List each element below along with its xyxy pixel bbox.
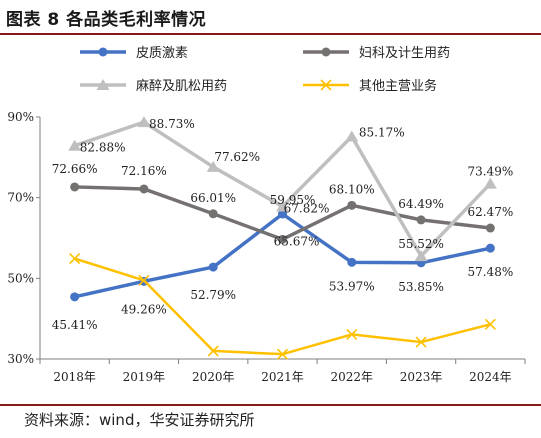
source-rule xyxy=(0,404,541,406)
data-label: 65.67% xyxy=(274,234,320,248)
data-label: 64.49% xyxy=(398,197,444,211)
data-point-3 xyxy=(276,200,289,212)
x-tick-label: 2024年 xyxy=(469,370,512,384)
data-point-3 xyxy=(206,160,220,172)
data-point-4 xyxy=(276,348,289,360)
legend-label: 皮质激素 xyxy=(136,46,188,61)
data-label: 73.49% xyxy=(467,165,513,179)
data-point-4 xyxy=(484,318,496,330)
legend-marker xyxy=(321,47,331,57)
data-label: 82.88% xyxy=(80,141,126,155)
legend-label: 其他主营业务 xyxy=(359,78,437,94)
data-point-3 xyxy=(483,177,497,189)
data-point-2 xyxy=(278,234,287,244)
gross-margin-line-chart: 30% 50% 70% 90% 2018年 2019年 2020年 2021年 2022年 202… xyxy=(7,45,526,384)
data-label: 59.95% xyxy=(270,193,316,207)
y-tick-label: 50% xyxy=(7,271,34,285)
data-label: 53.85% xyxy=(398,280,444,294)
data-point-3 xyxy=(68,139,82,151)
data-label: 66.01% xyxy=(190,191,236,205)
x-tick-label: 2019年 xyxy=(123,370,166,384)
data-label: 72.66% xyxy=(52,162,98,176)
data-label: 49.26% xyxy=(121,302,167,316)
data-point-3 xyxy=(414,250,428,262)
legend-marker xyxy=(96,79,110,90)
data-label: 62.47% xyxy=(467,205,513,219)
source-note: 资料来源：wind，华安证券研究所 xyxy=(24,411,255,429)
y-tick-label: 30% xyxy=(7,352,34,366)
data-point-4 xyxy=(207,345,219,357)
data-point-1 xyxy=(278,209,287,219)
data-point-2 xyxy=(208,209,218,219)
data-label: 72.16% xyxy=(121,164,167,178)
data-point-2 xyxy=(347,200,357,210)
data-label: 68.10% xyxy=(329,182,375,196)
x-tick-label: 2022年 xyxy=(331,370,374,384)
figure-title: 图表 8 各品类毛利率情况 xyxy=(6,10,207,30)
legend-marker xyxy=(320,79,332,91)
x-tick-label: 2018年 xyxy=(53,370,96,384)
data-point-4 xyxy=(69,253,81,265)
x-tick-label: 2021年 xyxy=(261,370,304,384)
data-point-1 xyxy=(485,243,495,253)
data-label: 88.73% xyxy=(149,117,195,131)
data-label: 85.17% xyxy=(359,125,405,139)
data-point-2 xyxy=(416,215,426,225)
y-tick-label: 90% xyxy=(7,110,34,124)
legend-label: 麻醉及肌松用药 xyxy=(136,78,227,94)
x-tick-label: 2023年 xyxy=(400,370,443,384)
data-point-4 xyxy=(346,328,358,340)
data-label: 77.62% xyxy=(214,150,260,164)
y-tick-label: 70% xyxy=(7,191,34,205)
data-point-2 xyxy=(485,223,495,233)
title-rule xyxy=(0,33,541,35)
data-point-3 xyxy=(345,130,359,142)
data-label: 52.79% xyxy=(190,288,236,302)
data-label: 45.41% xyxy=(52,318,98,332)
data-point-1 xyxy=(347,257,357,267)
data-point-3 xyxy=(137,116,151,128)
data-label: 53.97% xyxy=(329,279,375,293)
legend-marker xyxy=(98,47,108,57)
data-point-2 xyxy=(139,184,149,194)
data-point-1 xyxy=(208,262,218,272)
data-label: 55.52% xyxy=(398,237,444,251)
x-tick-label: 2020年 xyxy=(192,370,235,384)
data-label: 57.48% xyxy=(467,265,513,279)
data-point-2 xyxy=(70,182,80,192)
data-point-1 xyxy=(70,292,80,302)
data-point-4 xyxy=(138,274,150,286)
data-point-4 xyxy=(415,336,427,348)
legend-label: 妇科及计生用药 xyxy=(359,45,450,61)
data-label: 67.82% xyxy=(284,201,330,215)
